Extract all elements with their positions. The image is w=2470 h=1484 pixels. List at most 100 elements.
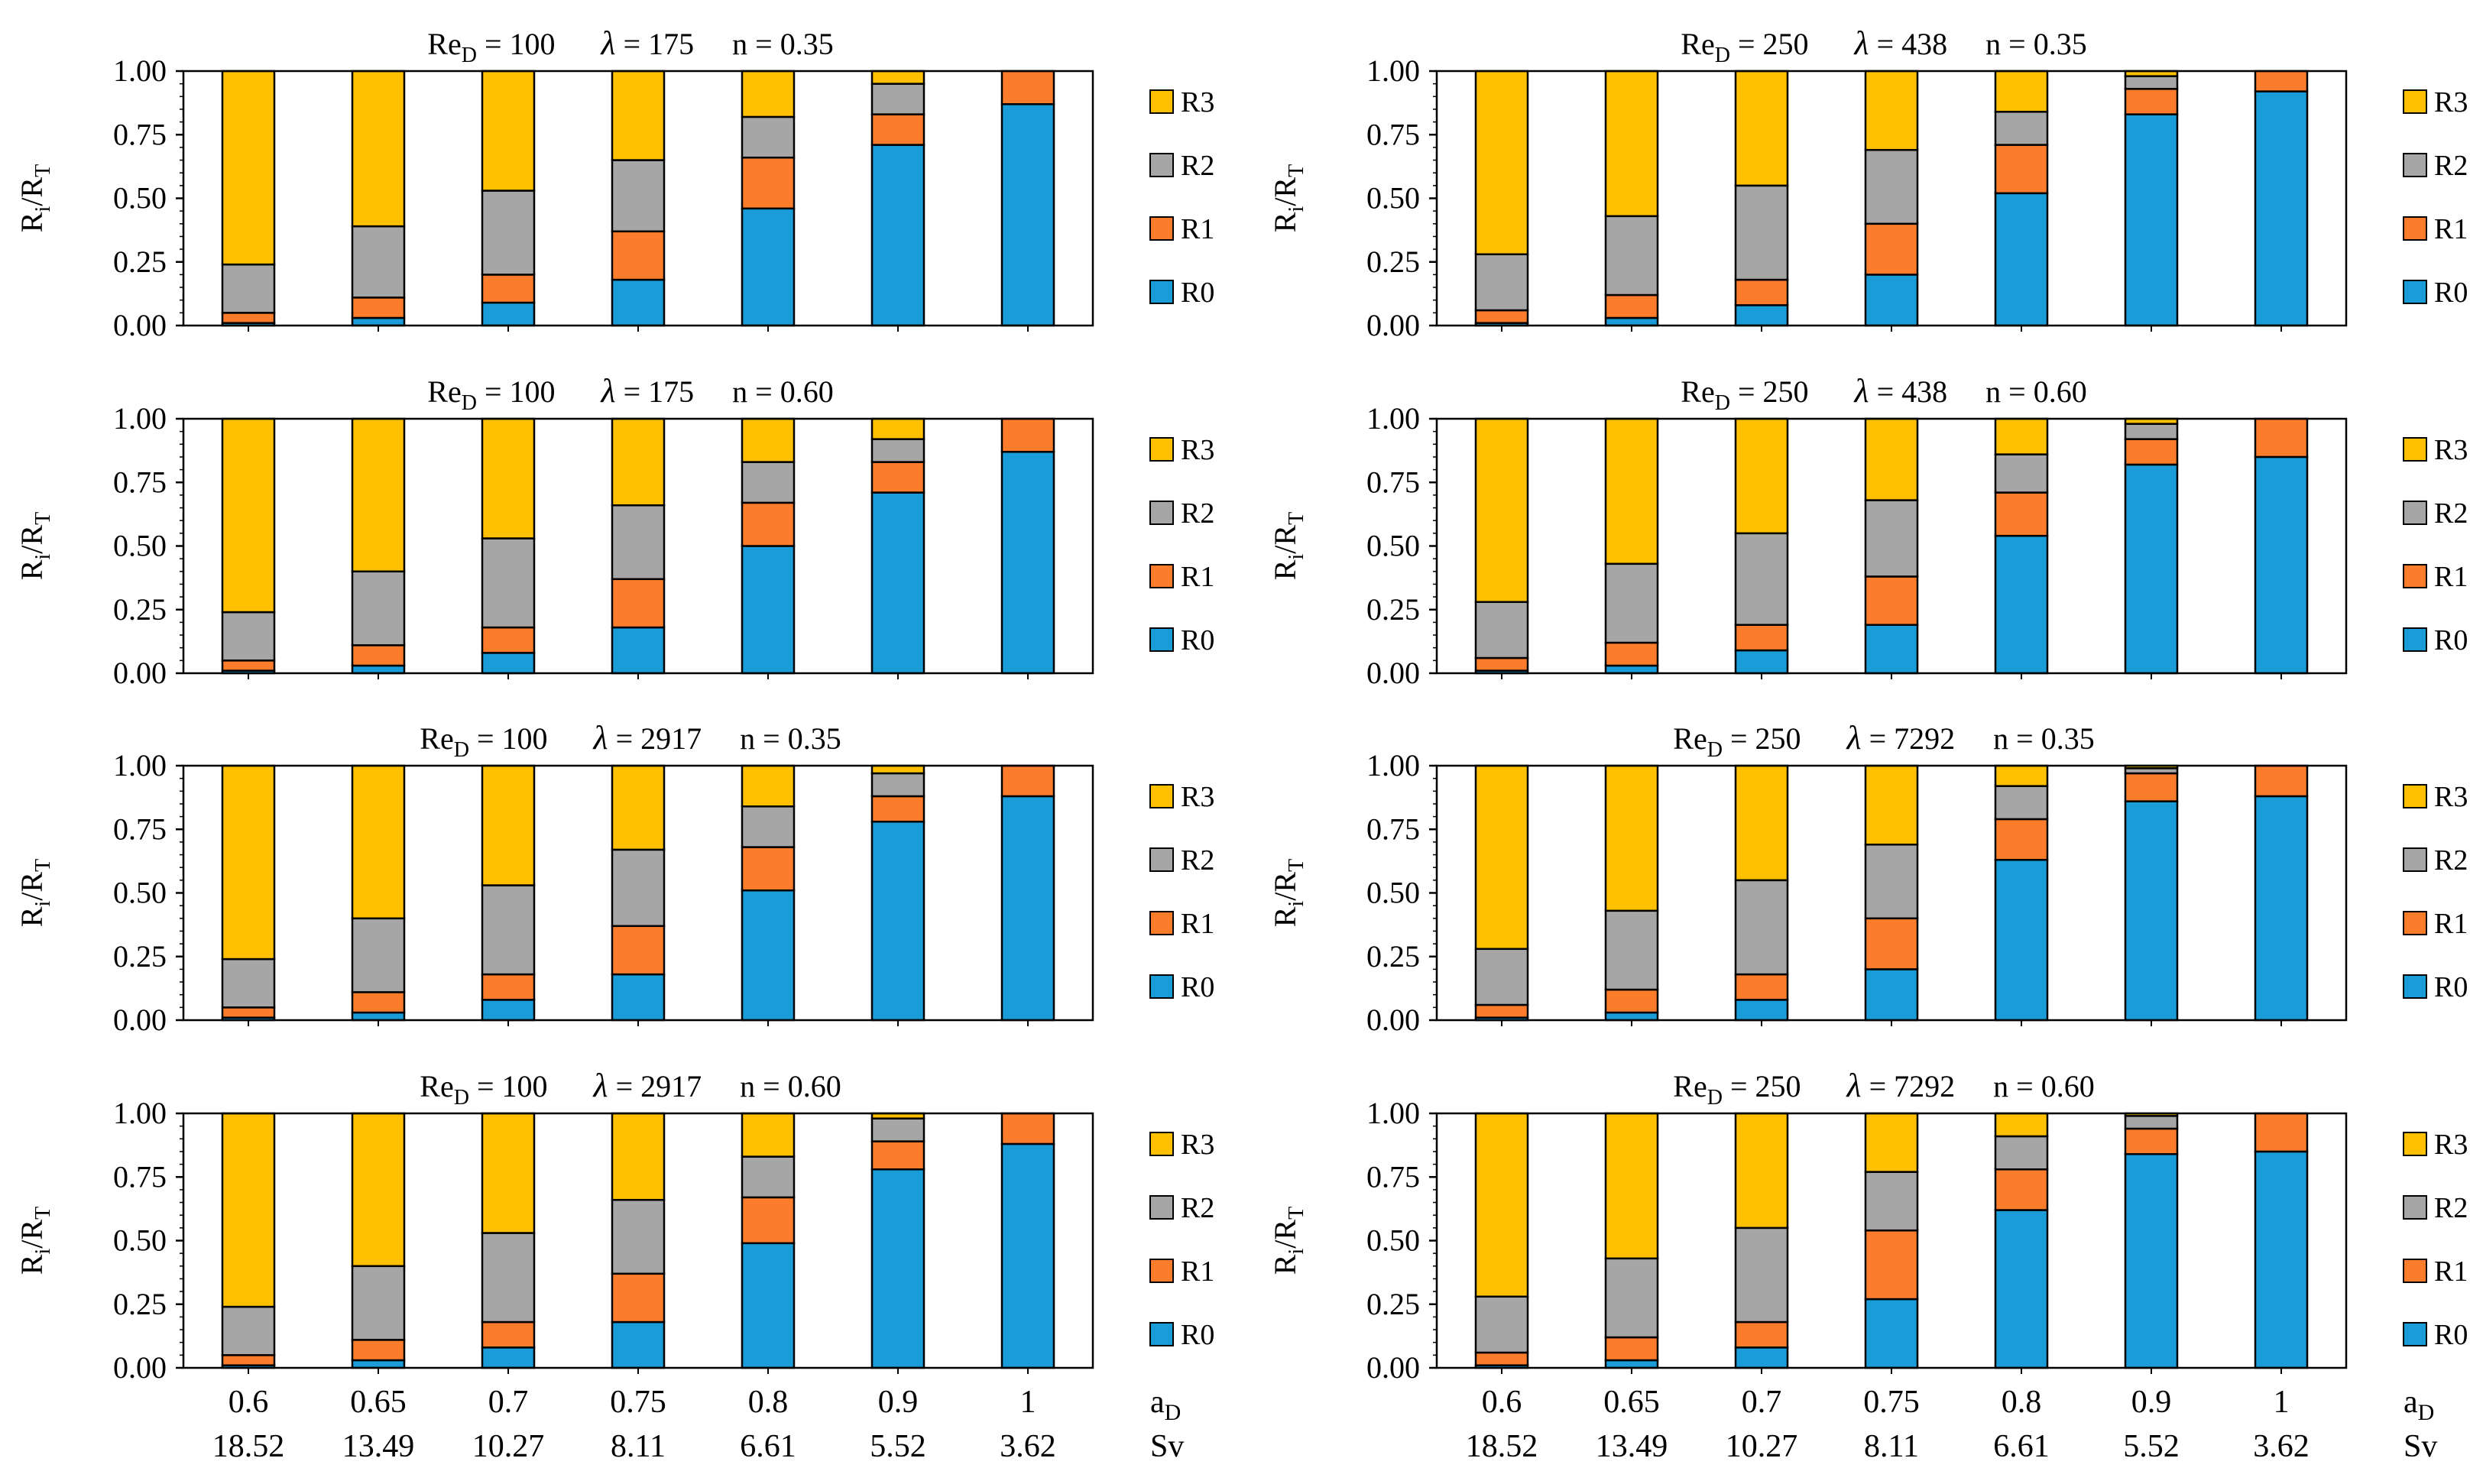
ylabel-slash: /R [15, 177, 49, 206]
legend-swatch-r1 [1149, 564, 1174, 588]
bar-r0 [611, 278, 666, 327]
y-tick-label: 0.00 [1366, 1003, 1420, 1037]
bar-r1 [1604, 293, 1659, 319]
bar-r3 [1604, 417, 1659, 565]
bar-r1 [1474, 309, 1529, 324]
legend-label-r1: R1 [2434, 908, 2468, 940]
bar-r0 [870, 491, 925, 675]
bar-r2 [1474, 253, 1529, 312]
y-axis-label: Ri/RT [15, 859, 55, 927]
x-tick-label-sv: 10.27 [472, 1429, 545, 1464]
bar-r0 [481, 1346, 536, 1369]
bar-r1 [481, 626, 536, 654]
y-tick-label: 0.50 [113, 876, 167, 910]
title-re-value: = 250 [1723, 721, 1801, 756]
bar-r2 [2124, 75, 2179, 90]
title-re-sub: D [454, 738, 469, 762]
bar-r0 [741, 545, 796, 675]
y-tick-label: 0.00 [113, 1003, 167, 1037]
ylabel-sub-i: i [1285, 1249, 1308, 1255]
bar-r1 [1864, 575, 1919, 626]
bar-r2 [1994, 111, 2049, 146]
bar-r2 [741, 115, 796, 159]
bar-r1 [2254, 764, 2309, 798]
chart-panel: ReD = 100 λ = 2917 n = 0.35 0.00 0.25 0.50 0.7… [15, 719, 1214, 1037]
title-re: Re [1673, 1069, 1707, 1103]
bar-r1 [611, 578, 666, 629]
x-tick-label-sv: 18.52 [212, 1429, 285, 1464]
bar-r3 [741, 1112, 796, 1158]
bar-r2 [1604, 909, 1659, 991]
bar-r0 [1604, 1359, 1659, 1369]
ylabel-sub-i: i [31, 554, 55, 560]
bar-r2 [1734, 1226, 1789, 1324]
title-re-sub: D [462, 391, 477, 415]
bar-r2 [221, 957, 276, 1009]
legend-swatch-r2 [2403, 1195, 2427, 1220]
bar-r1 [870, 1140, 925, 1171]
x-tick-label-sv: 13.49 [342, 1429, 415, 1464]
chart-title: ReD = 100 λ = 2917 n = 0.60 [420, 1067, 841, 1110]
y-tick-label: 0.50 [113, 181, 167, 215]
x-tick-label-ad: 0.75 [1863, 1385, 1920, 1420]
bar-r1 [2254, 70, 2309, 92]
bar-r0 [351, 316, 406, 327]
legend-label-r1: R1 [2434, 213, 2468, 245]
legend-label-r3: R3 [1181, 434, 1214, 466]
y-axis-label: Ri/RT [15, 512, 55, 580]
bar-r2 [481, 1232, 536, 1324]
bar-r0 [1994, 534, 2049, 675]
legend-label-r0: R0 [2434, 1319, 2468, 1351]
bar-r1 [1734, 624, 1789, 652]
y-tick-label: 0.75 [113, 465, 167, 499]
y-axis-label: Ri/RT [15, 1207, 55, 1275]
legend-label-r2: R2 [1181, 497, 1214, 530]
y-tick-label: 0.25 [1366, 939, 1420, 974]
legend-swatch-r3 [2403, 784, 2427, 808]
bar-r1 [741, 1196, 796, 1245]
bar-r3 [611, 764, 666, 851]
x-axis-label-ad: aD [2404, 1385, 2434, 1425]
bar-r1 [2124, 438, 2179, 466]
ylabel-r: R [1268, 1254, 1302, 1275]
y-tick-label: 0.75 [1366, 465, 1420, 499]
bar-r2 [611, 159, 666, 233]
title-lambda: λ [1846, 1067, 1862, 1104]
title-re-value: = 100 [469, 1069, 548, 1103]
y-tick-label: 1.00 [113, 53, 167, 88]
y-tick-label: 0.75 [113, 1159, 167, 1194]
bar-r1 [351, 644, 406, 667]
bar-r0 [351, 664, 406, 675]
bar-r3 [1734, 1112, 1789, 1230]
y-tick-label: 0.75 [113, 812, 167, 846]
y-tick-label: 0.25 [1366, 1287, 1420, 1321]
legend-swatch-r1 [2403, 564, 2427, 588]
ylabel-sub-i: i [31, 206, 55, 212]
ylabel-sub-i: i [31, 1249, 55, 1255]
chart-panel: ReD = 100 λ = 175 n = 0.60 0.00 0.25 0.50 0.75… [15, 372, 1214, 690]
xlabel-a-sub: D [1165, 1400, 1182, 1425]
bar-r0 [611, 626, 666, 675]
title-n: n = 0.35 [740, 721, 841, 756]
bar-r1 [741, 156, 796, 210]
bar-r2 [741, 805, 796, 848]
y-axis-label: Ri/RT [1268, 1207, 1308, 1275]
title-re-sub: D [1715, 44, 1730, 67]
y-tick-label: 1.00 [1366, 53, 1420, 88]
legend-label-r3: R3 [1181, 86, 1214, 118]
legend-swatch-r1 [1149, 911, 1174, 935]
ylabel-sub-i: i [1285, 901, 1308, 907]
legend-swatch-r2 [2403, 501, 2427, 525]
bar-r3 [741, 764, 796, 808]
title-lambda-value: = 7292 [1862, 721, 1956, 756]
bar-r0 [870, 1168, 925, 1369]
y-tick-label: 0.00 [113, 308, 167, 342]
bar-r3 [1994, 417, 2049, 455]
x-tick-label-ad: 0.8 [2002, 1385, 2042, 1420]
bar-r3 [1734, 70, 1789, 187]
legend-swatch-r0 [1149, 1322, 1174, 1346]
bar-r0 [1994, 858, 2049, 1022]
bar-r2 [1604, 215, 1659, 296]
x-tick-label-ad: 0.9 [2131, 1385, 2172, 1420]
bar-r0 [1734, 649, 1789, 675]
